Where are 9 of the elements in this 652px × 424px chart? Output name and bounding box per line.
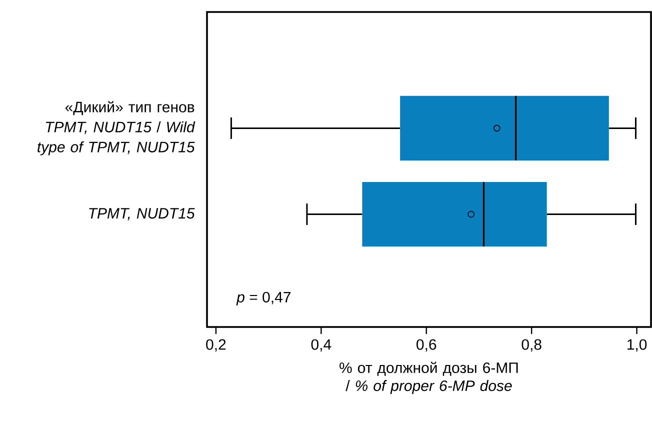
x-tick-label: 1,0 xyxy=(628,339,647,352)
annotation: p = 0,47 xyxy=(236,292,290,306)
y-tick-label: TPMT, NUDT15 xyxy=(89,208,195,220)
x-tick-label: 0,6 xyxy=(416,339,436,352)
x-tick-label: 0,2 xyxy=(206,339,226,352)
x-tick-label: 0,8 xyxy=(522,339,542,352)
y-tick-label: «Дикий» тип генов TPMT, NUDT15 / Wild type of TPMT, NUDT15 xyxy=(38,101,196,156)
x-tick-label: 0,4 xyxy=(311,339,332,352)
x-axis-title: % от должной дозы 6-МП / % of proper 6-MP dose xyxy=(340,362,518,394)
